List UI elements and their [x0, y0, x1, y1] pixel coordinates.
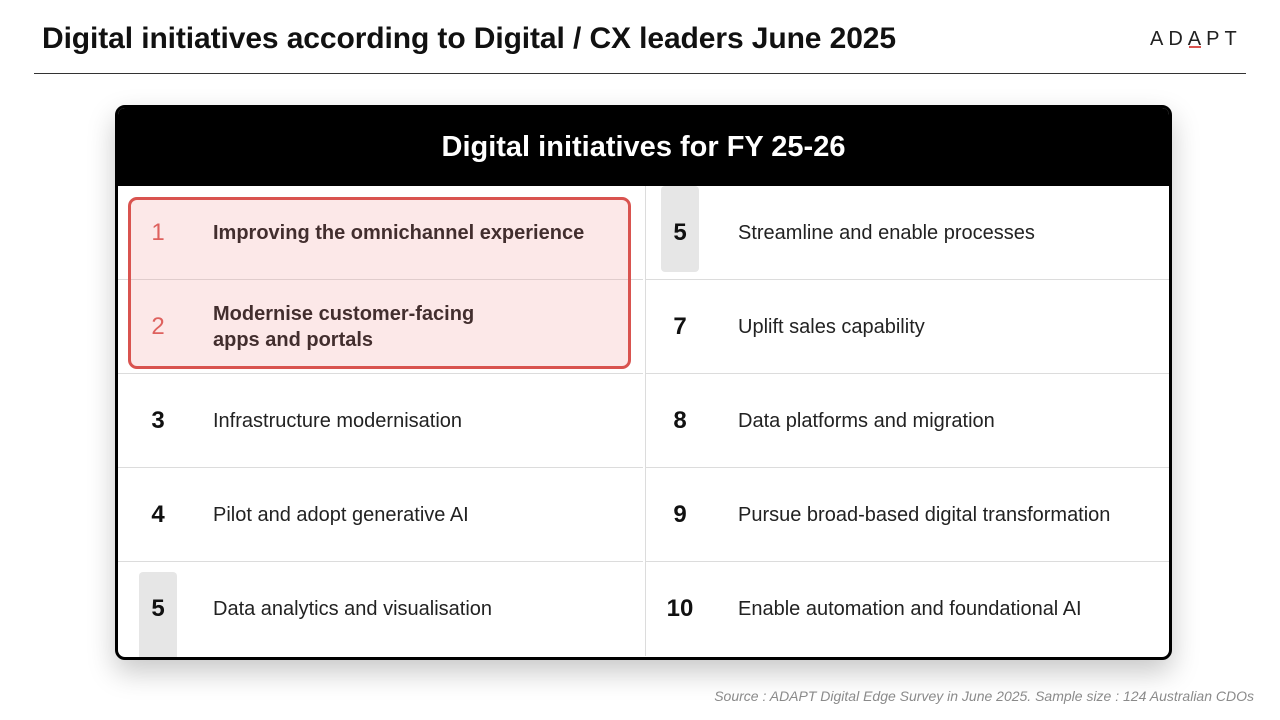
initiative-label: Data analytics and visualisation — [213, 598, 493, 620]
rank-number: 10 — [666, 595, 694, 622]
initiative-row-left-4: 4 Pilot and adopt generative AI — [118, 468, 643, 562]
page-title: Digital initiatives according to Digital… — [42, 22, 896, 55]
rank-number: 5 — [673, 219, 687, 246]
initiative-label: Pursue broad-based digital transformatio… — [738, 504, 1111, 526]
initiative-row-right-3: 8 Data platforms and migration — [645, 374, 1169, 468]
rank-number: 1 — [151, 219, 165, 246]
initiative-row-right-4: 9 Pursue broad-based digital transformat… — [645, 468, 1169, 562]
source-note: Source : ADAPT Digital Edge Survey in Ju… — [714, 688, 1254, 704]
initiative-label: Pilot and adopt generative AI — [213, 504, 469, 526]
initiative-label: Data platforms and migration — [738, 410, 995, 432]
initiative-label: Improving the omnichannel experience — [213, 222, 585, 244]
initiative-row-left-1: 1 Improving the omnichannel experience — [118, 186, 643, 280]
initiative-row-right-2: 7 Uplift sales capability — [645, 280, 1169, 374]
tie-marker — [139, 572, 177, 657]
tie-marker — [661, 186, 699, 272]
initiative-row-left-5: 5 Data analytics and visualisation — [118, 562, 643, 657]
adapt-logo: ADAPT — [1150, 28, 1242, 51]
initiative-row-right-5: 10 Enable automation and foundational AI — [645, 562, 1169, 656]
initiative-label: Enable automation and foundational AI — [738, 598, 1082, 620]
initiative-row-left-3: 3 Infrastructure modernisation — [118, 374, 643, 468]
logo-part-3: PT — [1206, 28, 1242, 50]
rank-number: 4 — [151, 501, 165, 528]
rank-number: 2 — [151, 313, 165, 340]
rank-number: 9 — [673, 501, 687, 528]
rank-number: 8 — [673, 407, 687, 434]
logo-part-1: AD — [1150, 28, 1188, 50]
title-divider — [34, 73, 1246, 74]
initiatives-card: Digital initiatives for FY 25-26 1 Impro… — [115, 105, 1172, 660]
initiative-row-left-2: 2 Modernise customer-facing apps and por… — [118, 280, 643, 374]
logo-part-2: A — [1187, 28, 1207, 50]
initiative-label: Uplift sales capability — [738, 316, 925, 338]
initiative-label: Modernise customer-facing apps and porta… — [213, 303, 475, 351]
top-two-highlight — [128, 197, 631, 369]
card-title: Digital initiatives for FY 25-26 — [118, 108, 1169, 186]
initiative-row-right-1: 5 Streamline and enable processes — [645, 186, 1169, 280]
rank-number: 5 — [151, 595, 165, 622]
initiative-label: Infrastructure modernisation — [213, 410, 463, 432]
rank-number: 3 — [151, 407, 165, 434]
initiative-label: Streamline and enable processes — [738, 222, 1035, 244]
rank-number: 7 — [673, 313, 687, 340]
